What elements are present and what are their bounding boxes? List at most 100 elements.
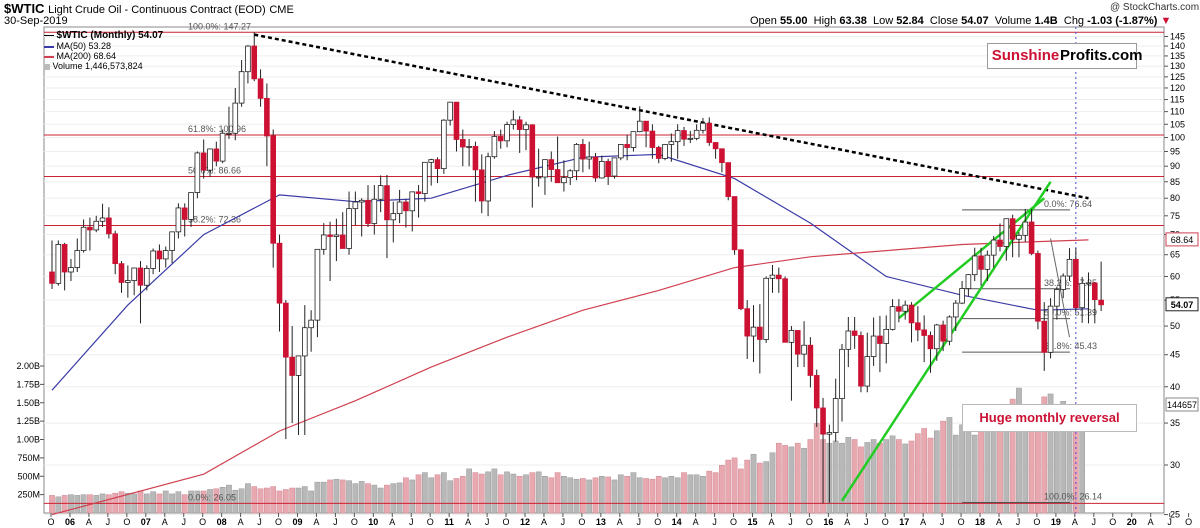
candle-body <box>422 161 428 194</box>
price-tick-label: 45 <box>1170 350 1180 360</box>
volume-bar <box>933 430 940 514</box>
candle-body <box>693 129 700 139</box>
volume-bar <box>605 476 612 514</box>
volume-bar <box>175 491 182 514</box>
price-tick-label: 145 <box>1170 32 1185 42</box>
candle-body <box>965 274 972 289</box>
candle-body <box>333 234 340 237</box>
volume-bar <box>61 495 68 514</box>
time-tick-label: O <box>1109 517 1116 527</box>
candle-body <box>497 136 504 142</box>
volume-bar <box>137 490 144 514</box>
candle-body <box>226 132 232 135</box>
volume-bar <box>93 495 100 514</box>
volume-bar <box>542 476 548 514</box>
candle-body <box>794 330 801 355</box>
candle-body <box>1085 282 1092 285</box>
volume-bar <box>352 483 359 514</box>
price-badge <box>1165 297 1199 312</box>
candle-body <box>978 255 984 270</box>
volume-bar <box>447 480 454 514</box>
time-tick-label: 14 <box>672 517 682 527</box>
volume-bar <box>314 481 321 514</box>
volume-bar <box>984 428 991 514</box>
time-tick-label: A <box>693 517 699 527</box>
volume-bar <box>775 442 782 514</box>
resistance-trendline <box>253 33 1089 200</box>
candle-body <box>750 326 757 337</box>
time-tick-label: O <box>275 517 282 527</box>
time-tick-label: A <box>617 517 623 527</box>
volume-bar <box>371 484 378 514</box>
fib-label: 61.8%: 100.96 <box>188 124 246 134</box>
candle-body <box>523 124 529 130</box>
volume-bar <box>851 439 858 514</box>
volume-value: 1.4B <box>1034 15 1058 27</box>
volume-bar <box>649 478 656 514</box>
candle-body <box>478 169 485 202</box>
candle-body <box>757 326 763 340</box>
candle-body <box>649 130 656 148</box>
candle-body <box>668 141 675 145</box>
candle-body <box>194 152 201 193</box>
open-value: 55.00 <box>779 15 808 27</box>
volume-tick-label: 1.25B <box>16 416 40 426</box>
price-tick-label: 60 <box>1170 271 1180 281</box>
volume-bar <box>1047 393 1054 514</box>
time-tick-label: A <box>996 517 1002 527</box>
time-tick-label: 11 <box>444 517 454 527</box>
candle-body <box>251 45 258 80</box>
time-tick-label: J <box>106 517 111 527</box>
candle-body <box>889 306 896 330</box>
candle-body <box>921 329 927 336</box>
candle-body <box>118 263 125 283</box>
volume-bar <box>415 474 422 514</box>
candle-body <box>238 71 245 104</box>
volume-bar <box>409 479 416 514</box>
candle-body <box>851 330 858 336</box>
volume-bar <box>55 496 62 514</box>
volume-bar <box>150 491 156 514</box>
candle-body <box>712 142 719 150</box>
ma200-line <box>51 239 1089 516</box>
time-tick-label: J <box>485 517 490 527</box>
volume-bar <box>1016 387 1022 514</box>
volume-bar <box>548 477 555 514</box>
candle-body <box>744 308 750 337</box>
volume-bar <box>162 490 169 514</box>
candle-body <box>434 159 441 170</box>
volume-bar <box>959 424 965 514</box>
chart-date: 30-Sep-2019 <box>4 15 68 27</box>
price-tick-label: 125 <box>1170 72 1185 82</box>
volume-bar <box>927 437 934 514</box>
candle-body <box>908 304 915 324</box>
time-tick-label: 18 <box>975 517 985 527</box>
time-tick-label: 08 <box>217 517 227 527</box>
price-tick-label: 80 <box>1170 193 1180 203</box>
time-tick-label: J <box>1167 517 1172 527</box>
volume-bar <box>1060 401 1067 514</box>
volume-bar <box>49 495 55 514</box>
ohlc-stats: Open 55.00 High 63.38 Low 52.84 Close 54… <box>750 15 1171 27</box>
volume-bar <box>668 476 675 514</box>
time-tick-label: 15 <box>748 517 758 527</box>
volume-bar <box>801 448 807 514</box>
volume-tick-label: 1.75B <box>16 379 40 389</box>
candle-body <box>592 156 599 179</box>
volume-bar <box>226 484 232 514</box>
candle-body <box>459 139 466 148</box>
candle-body <box>725 162 732 197</box>
candle-body <box>55 244 62 284</box>
candle-body <box>156 250 163 260</box>
volume-bar <box>396 482 403 514</box>
volume-bar <box>896 439 902 514</box>
volume-bar <box>940 420 946 514</box>
brand-part2: Profits.com <box>1060 47 1143 64</box>
candle-body <box>200 152 207 171</box>
candle-body <box>396 201 403 215</box>
volume-bar <box>978 418 984 514</box>
candle-body <box>839 348 845 399</box>
candle-body <box>80 226 87 251</box>
candle-body <box>1022 221 1029 236</box>
volume-bar <box>813 423 820 514</box>
